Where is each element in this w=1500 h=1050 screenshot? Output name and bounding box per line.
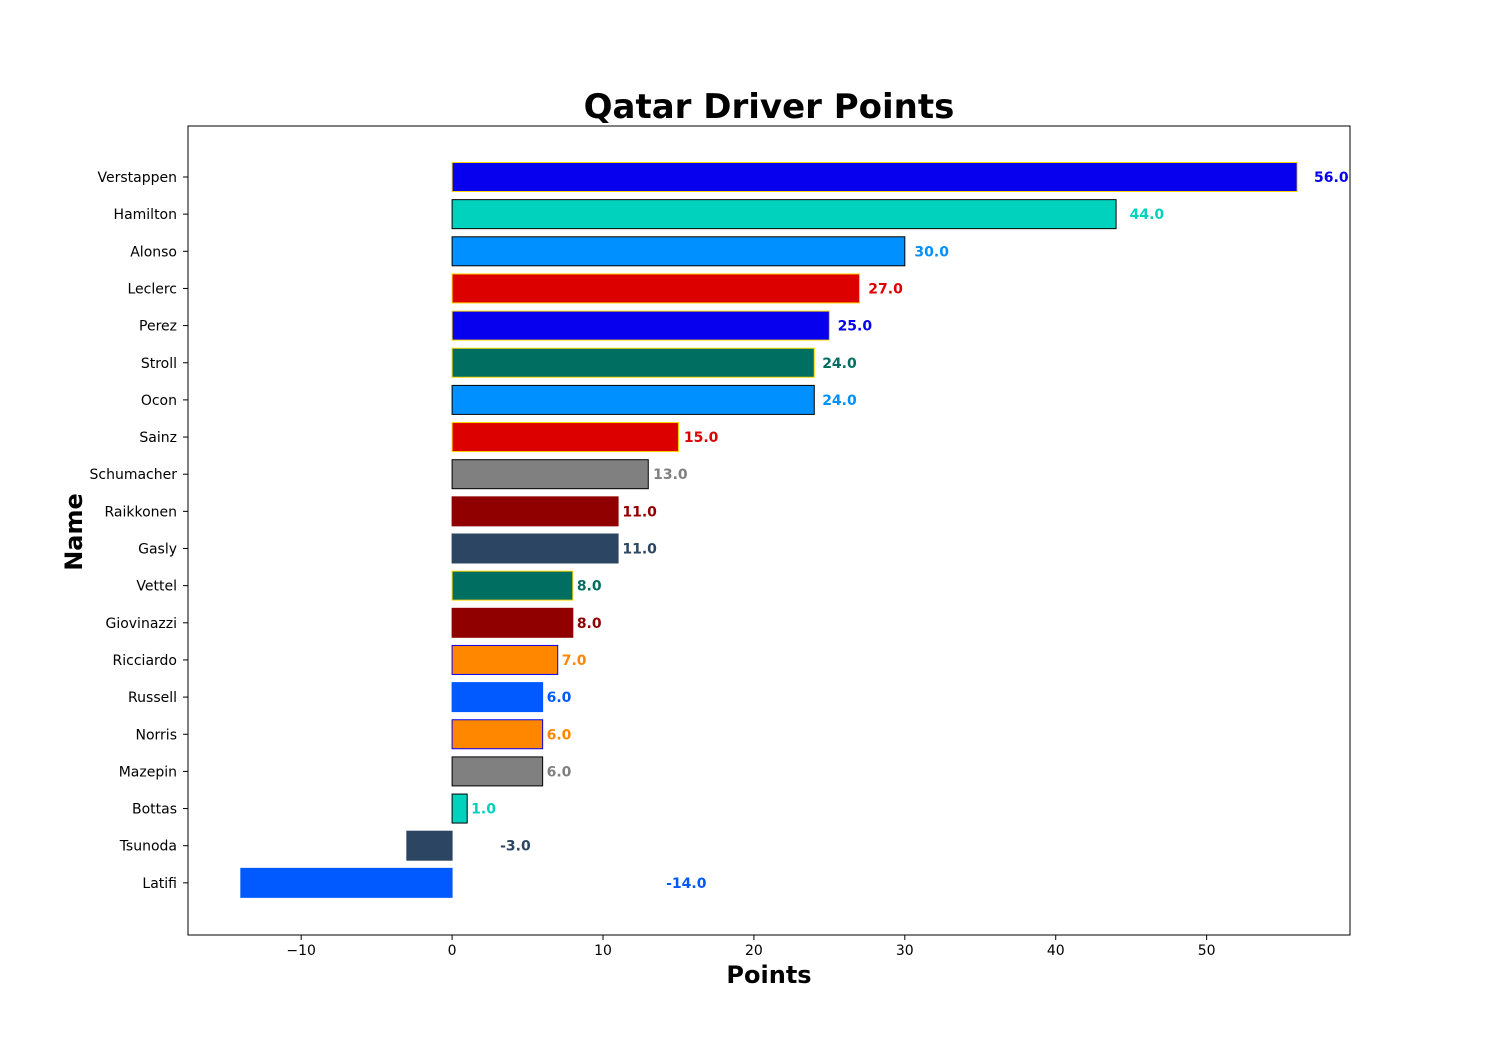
- value-label-verstappen: 56.0: [1314, 170, 1349, 186]
- bar-norris: [451, 719, 544, 750]
- x-axis-label: Points: [726, 961, 811, 989]
- value-label-ricciardo: 7.0: [562, 653, 587, 669]
- y-tick-label-schumacher: Schumacher: [90, 467, 178, 483]
- y-tick-label-vettel: Vettel: [136, 579, 177, 595]
- bars-layer: [240, 162, 1298, 898]
- value-label-ocon: 24.0: [822, 393, 857, 409]
- value-label-hamilton: 44.0: [1130, 207, 1165, 223]
- bar-latifi: [240, 867, 453, 898]
- y-tick-label-latifi: Latifi: [142, 876, 177, 892]
- bar-stroll: [451, 347, 815, 378]
- value-label-vettel: 8.0: [577, 579, 602, 595]
- value-label-norris: 6.0: [547, 727, 572, 743]
- y-tick-label-verstappen: Verstappen: [98, 170, 177, 186]
- y-tick-label-russell: Russell: [128, 690, 177, 706]
- bar-sainz: [451, 422, 679, 453]
- x-tick-label: 0: [448, 943, 457, 959]
- x-tick-label: 30: [896, 943, 914, 959]
- chart-title: Qatar Driver Points: [584, 87, 955, 127]
- bar-ocon: [451, 384, 815, 415]
- value-label-latifi: -14.0: [666, 876, 707, 892]
- bar-bottas: [451, 793, 468, 824]
- bar-raikkonen: [451, 496, 619, 527]
- value-label-schumacher: 13.0: [653, 467, 688, 483]
- bar-hamilton: [451, 199, 1117, 230]
- x-axis: −10 0 10 20 30 40 50: [286, 935, 1216, 959]
- value-label-tsunoda: -3.0: [500, 839, 531, 855]
- y-tick-label-ocon: Ocon: [141, 393, 177, 409]
- value-label-perez: 25.0: [838, 319, 873, 335]
- value-labels: 56.0 44.0 30.0 27.0 25.0 24.0 24.0 15.0 13.0 11.0…: [471, 170, 1349, 892]
- y-axis: Verstappen Hamilton Alonso Leclerc Perez Stro…: [90, 170, 188, 892]
- y-tick-label-mazepin: Mazepin: [119, 764, 177, 780]
- x-tick-label: 50: [1198, 943, 1216, 959]
- x-tick-label: −10: [286, 943, 316, 959]
- bar-giovinazzi: [451, 607, 574, 638]
- value-label-giovinazzi: 8.0: [577, 616, 602, 632]
- y-tick-label-leclerc: Leclerc: [127, 281, 177, 297]
- bar-russell: [451, 682, 544, 713]
- x-tick-label: 20: [745, 943, 763, 959]
- bar-gasly: [451, 533, 619, 564]
- x-tick-label: 10: [594, 943, 612, 959]
- bar-leclerc: [451, 273, 861, 304]
- value-label-alonso: 30.0: [914, 244, 949, 260]
- y-tick-label-hamilton: Hamilton: [114, 207, 177, 223]
- y-tick-label-alonso: Alonso: [130, 244, 177, 260]
- y-tick-label-perez: Perez: [139, 319, 177, 335]
- bar-ricciardo: [451, 644, 559, 675]
- bar-perez: [451, 310, 830, 341]
- x-tick-label: 40: [1047, 943, 1065, 959]
- value-label-russell: 6.0: [547, 690, 572, 706]
- y-tick-label-norris: Norris: [136, 727, 178, 743]
- value-label-sainz: 15.0: [684, 430, 719, 446]
- y-tick-label-stroll: Stroll: [141, 356, 177, 372]
- value-label-mazepin: 6.0: [547, 764, 572, 780]
- bar-schumacher: [451, 459, 649, 490]
- y-tick-label-gasly: Gasly: [138, 542, 177, 558]
- value-label-bottas: 1.0: [471, 802, 496, 818]
- value-label-gasly: 11.0: [622, 542, 657, 558]
- y-tick-label-tsunoda: Tsunoda: [119, 839, 177, 855]
- plot-area-frame: [187, 125, 1351, 936]
- bar-verstappen: [451, 162, 1298, 192]
- y-axis-label: Name: [60, 493, 88, 571]
- y-tick-label-bottas: Bottas: [132, 802, 177, 818]
- y-tick-label-sainz: Sainz: [139, 430, 177, 446]
- value-label-raikkonen: 11.0: [622, 504, 657, 520]
- bar-alonso: [451, 236, 906, 267]
- bar-tsunoda: [406, 830, 453, 861]
- y-tick-label-giovinazzi: Giovinazzi: [105, 616, 177, 632]
- bar-mazepin: [451, 756, 544, 787]
- y-tick-label-raikkonen: Raikkonen: [104, 504, 177, 520]
- y-tick-label-ricciardo: Ricciardo: [113, 653, 177, 669]
- value-label-stroll: 24.0: [822, 356, 857, 372]
- bar-vettel: [451, 570, 574, 601]
- value-label-leclerc: 27.0: [868, 281, 903, 297]
